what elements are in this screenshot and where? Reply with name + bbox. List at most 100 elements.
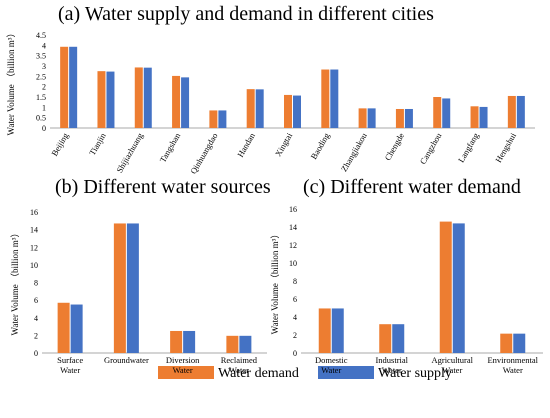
chart-a-bar-demand: [172, 75, 181, 128]
chart-b-bar-demand: [170, 330, 183, 353]
chart-a-bar-supply: [404, 108, 413, 128]
chart-c-ytick: 8: [293, 277, 297, 286]
chart-c-category-label: Environmental Water: [487, 355, 538, 375]
chart-a-bar-supply: [330, 69, 339, 128]
chart-a-bar-demand: [97, 71, 106, 128]
chart-c-bar-demand: [439, 221, 452, 353]
chart-b-bar-supply: [126, 223, 139, 353]
chart-c-ylabel: Water Volume（billion m³）: [270, 230, 280, 335]
chart-a-title: (a) Water supply and demand in different…: [58, 3, 434, 25]
chart-a-category-label: Handan: [235, 130, 257, 159]
chart-c-ytick: 14: [289, 223, 297, 232]
chart-a-bar-supply: [516, 95, 525, 128]
chart-c-bar-supply: [513, 333, 526, 353]
chart-b-bar-supply: [70, 304, 83, 353]
chart-a-bar-supply: [255, 89, 264, 128]
chart-c-plot: 0 2 4 6 8 10 12 14 16 Domestic Water Industrial Wate…: [289, 205, 543, 375]
chart-a-ytick: 1.5: [36, 93, 46, 102]
chart-a-bar-demand: [246, 89, 255, 128]
chart-a-category-label: Shijiazhuang: [114, 130, 145, 174]
chart-b-ytick: 0: [34, 349, 38, 358]
chart-b-category-label: Surface Water: [57, 355, 83, 375]
chart-a-bar-supply: [442, 98, 451, 128]
chart-a-ytick: 3.5: [36, 52, 46, 61]
chart-c-bar-demand: [500, 333, 513, 353]
chart-a-bar-supply: [181, 77, 190, 128]
chart-c-bar-supply: [452, 223, 465, 353]
chart-a-bar-demand: [507, 95, 516, 128]
chart-b-bar-supply: [239, 335, 252, 353]
chart-a-bar-demand: [321, 69, 330, 128]
chart-c-ytick: 10: [289, 259, 297, 268]
chart-c-category-label: Domestic Water: [315, 355, 348, 375]
chart-a-bar-supply: [69, 46, 78, 128]
chart-a-category-label: Xingtai: [273, 130, 295, 158]
chart-a-category-label: Chengde: [382, 131, 406, 162]
chart-a-bar-supply: [367, 108, 376, 128]
chart-b-ytick: 2: [34, 331, 38, 340]
chart-c-bar-supply: [392, 324, 405, 353]
chart-c-category-label: Industrial Water: [375, 355, 408, 375]
chart-b-bar-demand: [57, 302, 70, 353]
chart-a-ytick: 4.5: [36, 31, 46, 40]
chart-b-category-label: Groundwater: [104, 355, 149, 365]
chart-b-ytick: 6: [34, 296, 38, 305]
chart-a-category-label: Cangzhou: [418, 130, 444, 165]
chart-a-bar-demand: [433, 97, 442, 128]
legend-demand-swatch: [158, 366, 214, 379]
chart-a-category-label: Beijing: [49, 130, 71, 157]
chart-b-bar-demand: [113, 223, 126, 353]
chart-a-ytick: 0: [42, 124, 46, 133]
chart-a-bar-supply: [293, 95, 301, 128]
chart-c-ytick: 4: [293, 313, 297, 322]
chart-b-plot: 0 2 4 6 8 10 12 14 16 Surface Water Groundwater Dive…: [30, 208, 267, 375]
chart-a-category-label: Baoding: [308, 130, 331, 161]
chart-c-bar-demand: [318, 308, 331, 353]
chart-c-bar-supply: [331, 308, 344, 353]
chart-a-ytick: 4: [42, 41, 46, 50]
chart-c-ytick: 16: [289, 205, 297, 214]
chart-c-ytick: 12: [289, 241, 297, 250]
chart-b-ylabel: Water Volume （billion m³）: [10, 229, 20, 336]
chart-a-bar-demand: [134, 67, 143, 128]
chart-c-ytick: 6: [293, 295, 297, 304]
chart-a-bar-supply: [479, 106, 488, 128]
legend-supply-swatch: [318, 366, 374, 379]
chart-b-ytick: 12: [30, 243, 38, 252]
chart-a-bar-supply: [106, 71, 115, 128]
chart-a-category-label: Zhangjiakou: [339, 130, 370, 173]
chart-a-bar-demand: [395, 108, 404, 128]
chart-b-ytick: 16: [30, 208, 38, 217]
chart-a-bar-demand: [470, 106, 479, 128]
chart-b-title: (b) Different water sources: [55, 176, 271, 198]
chart-a-bar-demand: [60, 46, 69, 128]
chart-c-category-label: Agricultural Water: [431, 355, 473, 375]
chart-a-category-label: Langfang: [456, 130, 481, 164]
legend-supply-label: Water supply: [378, 366, 452, 381]
chart-a-bar-supply: [218, 110, 227, 128]
chart-a-ytick: 0.5: [36, 114, 46, 123]
chart-a-category-label: Qinhuangdao: [188, 131, 220, 176]
chart-a-ytick: 2: [42, 83, 46, 92]
chart-a-ytick: 2.5: [36, 72, 46, 81]
chart-c-bar-demand: [379, 324, 392, 353]
chart-a-plot: 00.5 11.52 2.533.5 44.5 Beijing Tianjin Shijia…: [36, 31, 535, 176]
chart-a-ytick: 1: [42, 103, 46, 112]
chart-a-category-label: Tangshan: [157, 130, 182, 164]
chart-a-bar-demand: [284, 94, 292, 128]
chart-b-ytick: 10: [30, 261, 38, 270]
chart-a-category-label: Tianjin: [87, 130, 108, 157]
chart-b-ytick: 8: [34, 279, 38, 288]
chart-b-category-label: Diversion Water: [166, 355, 200, 375]
chart-b-bar-demand: [226, 335, 239, 353]
chart-a-category-label: Hengshui: [493, 130, 518, 164]
chart-a-bar-demand: [358, 108, 367, 128]
chart-a-ylabel: Water Volume （billion m³）: [6, 29, 16, 136]
chart-b-ytick: 4: [34, 314, 38, 323]
chart-b-ytick: 14: [30, 226, 38, 235]
chart-c-ytick: 0: [293, 349, 297, 358]
chart-c-title: (c) Different water demand: [303, 176, 521, 198]
chart-a-bar-supply: [143, 67, 152, 128]
chart-c-ytick: 2: [293, 331, 297, 340]
